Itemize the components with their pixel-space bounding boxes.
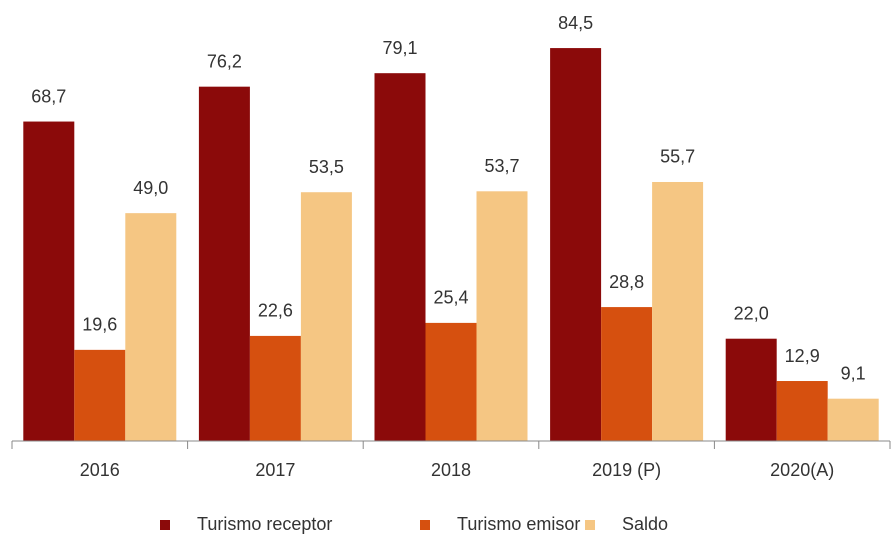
legend-swatch bbox=[420, 520, 430, 530]
data-label: 53,5 bbox=[309, 157, 344, 177]
bar bbox=[827, 398, 879, 441]
data-label: 49,0 bbox=[133, 178, 168, 198]
data-label: 22,6 bbox=[258, 301, 293, 321]
bar bbox=[125, 213, 177, 441]
bar bbox=[23, 121, 75, 442]
data-label: 25,4 bbox=[433, 288, 468, 308]
data-label: 53,7 bbox=[484, 156, 519, 176]
legend-swatch bbox=[160, 520, 170, 530]
x-tick-label: 2018 bbox=[431, 460, 471, 480]
bar bbox=[550, 48, 602, 441]
x-tick-label: 2020(A) bbox=[770, 460, 834, 480]
x-tick-label: 2017 bbox=[255, 460, 295, 480]
data-label: 9,1 bbox=[841, 363, 866, 383]
bar bbox=[725, 338, 777, 441]
bar bbox=[425, 322, 477, 441]
data-label: 28,8 bbox=[609, 272, 644, 292]
legend-label: Saldo bbox=[622, 514, 668, 534]
bar bbox=[601, 307, 653, 441]
data-label: 22,0 bbox=[734, 303, 769, 323]
data-label: 84,5 bbox=[558, 13, 593, 33]
legend-label: Turismo emisor bbox=[457, 514, 580, 534]
bar bbox=[300, 192, 352, 441]
bar bbox=[652, 181, 704, 441]
legend-label: Turismo receptor bbox=[197, 514, 332, 534]
bar bbox=[776, 381, 828, 441]
data-label: 55,7 bbox=[660, 147, 695, 167]
legend-swatch bbox=[585, 520, 595, 530]
bar bbox=[374, 73, 426, 441]
x-tick-label: 2016 bbox=[80, 460, 120, 480]
bar bbox=[198, 86, 250, 442]
bar bbox=[74, 349, 126, 441]
bar bbox=[249, 335, 301, 441]
data-label: 76,2 bbox=[207, 51, 242, 71]
data-label: 79,1 bbox=[382, 38, 417, 58]
x-tick-label: 2019 (P) bbox=[592, 460, 661, 480]
data-label: 68,7 bbox=[31, 86, 66, 106]
bar bbox=[476, 191, 528, 441]
data-label: 12,9 bbox=[785, 346, 820, 366]
data-label: 19,6 bbox=[82, 315, 117, 335]
